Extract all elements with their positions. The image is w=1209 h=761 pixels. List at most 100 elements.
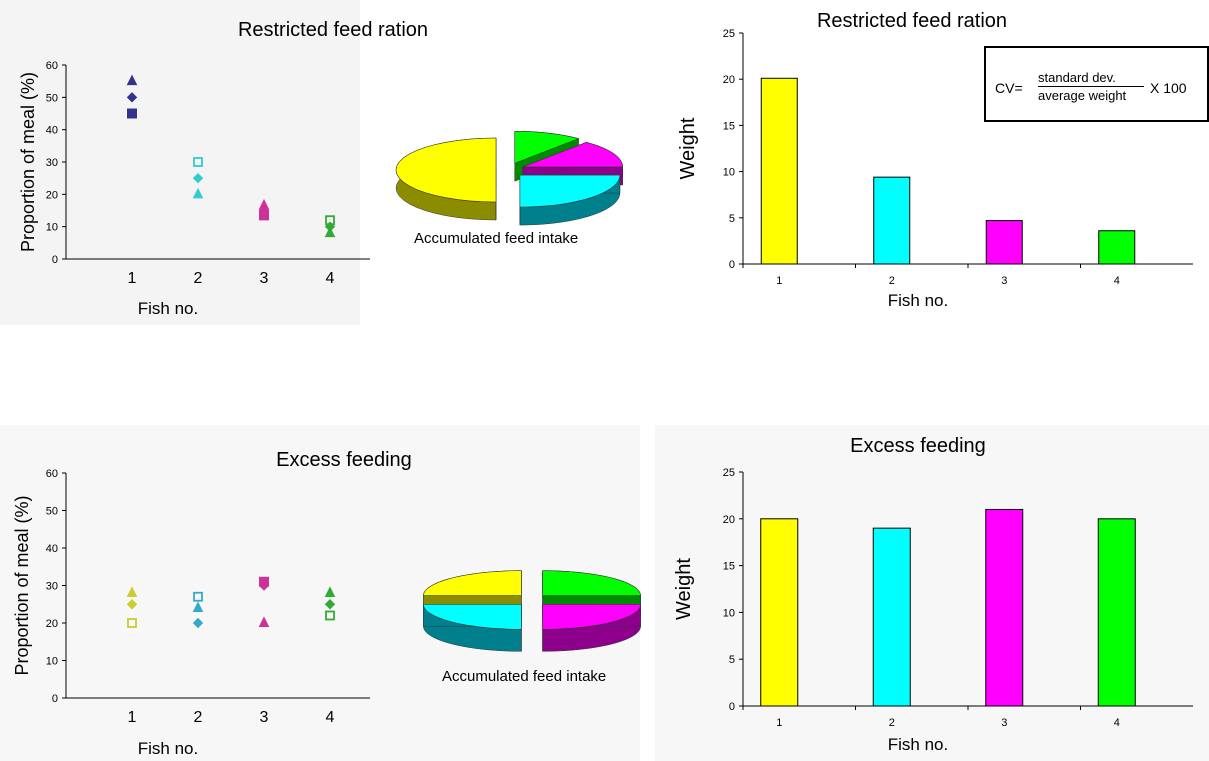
data-point-0	[192, 187, 204, 199]
cv-denominator: average weight	[1038, 88, 1127, 103]
y-tick-label-3: 15	[723, 561, 735, 573]
y-tick-label-3: 20	[723, 514, 735, 526]
x-tick-label-1: 4	[1114, 275, 1120, 287]
y-tick-label-0: 20	[46, 189, 58, 201]
x-tick-label-0: 3	[260, 270, 269, 287]
data-point-0	[192, 172, 204, 184]
data-point-2	[126, 599, 138, 610]
y-tick-label-3: 25	[723, 467, 735, 479]
pie-0-slice-top	[395, 137, 497, 203]
x-tick-label-2: 1	[128, 709, 137, 726]
data-point-0	[126, 74, 138, 86]
y-tick-label-0: 60	[46, 60, 58, 72]
x-tick-label-3: 2	[889, 717, 895, 729]
excess-scatter-panel	[0, 425, 640, 761]
x-tick-label-2: 4	[326, 709, 335, 726]
x-axis-label-1: Fish no.	[888, 291, 948, 310]
pie-0-slice-top	[519, 174, 621, 208]
x-tick-label-3: 1	[776, 717, 782, 729]
data-point-2	[192, 601, 204, 612]
data-point-0	[126, 92, 138, 103]
y-tick-label-0: 30	[46, 157, 58, 169]
y-tick-label-1: 15	[723, 120, 735, 132]
pie-2-slice-top	[542, 604, 641, 630]
y-axis-label-3: Weight	[673, 558, 695, 620]
y-tick-label-0: 50	[46, 92, 58, 104]
cv-numerator: standard dev.	[1038, 70, 1116, 85]
data-point-2	[324, 599, 336, 610]
cv-formula-box: CV= standard dev. average weight X 100	[984, 46, 1209, 122]
y-tick-label-0: 0	[52, 254, 58, 266]
x-tick-label-3: 4	[1114, 717, 1120, 729]
data-point-0	[127, 108, 137, 119]
data-point-2	[127, 618, 137, 628]
bar-3	[760, 518, 799, 707]
data-point-0	[259, 210, 269, 221]
cv-fraction-line	[1038, 86, 1144, 87]
x-axis-label-2: Fish no.	[138, 739, 198, 758]
pie-2-slice-top	[423, 570, 522, 596]
y-tick-label-3: 0	[729, 701, 735, 713]
data-point-2	[258, 580, 270, 591]
x-tick-label-2: 3	[260, 709, 269, 726]
x-axis-label-0: Fish no.	[138, 299, 198, 318]
data-point-2	[126, 586, 138, 597]
pie-0-slice-top	[514, 130, 580, 164]
data-point-0	[193, 157, 203, 167]
y-tick-label-2: 60	[46, 468, 58, 480]
bar-3	[1097, 518, 1136, 707]
pie-2-slice-top	[423, 604, 522, 630]
bar-1	[873, 176, 911, 265]
data-point-2	[324, 586, 336, 597]
y-tick-label-3: 5	[729, 654, 735, 666]
y-tick-label-1: 25	[723, 28, 735, 40]
pie-0-slice-top	[522, 141, 623, 168]
pie-caption-restricted: Accumulated feed intake	[414, 230, 579, 247]
bar-1	[760, 77, 798, 265]
y-tick-label-3: 10	[723, 607, 735, 619]
restricted-scatter-panel	[0, 0, 360, 325]
y-axis-label-0: Proportion of meal (%)	[18, 72, 38, 252]
y-tick-label-1: 5	[729, 213, 735, 225]
y-tick-label-2: 0	[52, 693, 58, 705]
x-tick-label-0: 4	[326, 270, 335, 287]
y-tick-label-2: 10	[46, 656, 58, 668]
x-tick-label-1: 1	[776, 275, 782, 287]
y-tick-label-2: 40	[46, 543, 58, 555]
y-tick-label-1: 10	[723, 167, 735, 179]
pie-caption-excess: Accumulated feed intake	[442, 668, 607, 685]
y-axis-label-1: Weight	[677, 117, 699, 179]
x-tick-label-0: 2	[194, 270, 203, 287]
pie-2-slice-top	[542, 570, 641, 596]
bar-1	[985, 220, 1023, 265]
data-point-2	[325, 610, 335, 621]
data-point-2	[192, 617, 204, 629]
y-tick-label-2: 50	[46, 506, 58, 518]
y-tick-label-2: 30	[46, 581, 58, 593]
cv-multiplier: X 100	[1150, 80, 1187, 96]
bar-1	[1098, 230, 1136, 265]
x-tick-label-2: 2	[194, 709, 203, 726]
data-point-0	[324, 226, 336, 238]
data-point-2	[193, 591, 203, 602]
y-tick-label-0: 10	[46, 222, 58, 234]
y-tick-label-1: 20	[723, 74, 735, 86]
chart-title-0: Restricted feed ration	[238, 19, 428, 41]
y-axis-label-2: Proportion of meal (%)	[12, 495, 32, 675]
x-tick-label-3: 3	[1001, 717, 1007, 729]
bar-3	[872, 527, 911, 707]
data-point-2	[258, 616, 270, 627]
cv-label: CV=	[995, 80, 1023, 96]
x-axis-label-3: Fish no.	[888, 735, 948, 754]
x-tick-label-1: 3	[1001, 275, 1007, 287]
y-tick-label-0: 40	[46, 125, 58, 137]
bar-3	[985, 508, 1024, 707]
y-tick-label-1: 0	[729, 259, 735, 271]
chart-title-2: Excess feeding	[276, 449, 412, 471]
x-tick-label-0: 1	[128, 270, 137, 287]
chart-title-3: Excess feeding	[850, 435, 986, 457]
y-tick-label-2: 20	[46, 618, 58, 630]
chart-title-1: Restricted feed ration	[817, 10, 1007, 32]
x-tick-label-1: 2	[889, 275, 895, 287]
